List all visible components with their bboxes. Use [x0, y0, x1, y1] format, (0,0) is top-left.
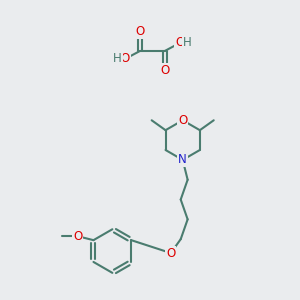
Text: O: O [175, 37, 184, 50]
Text: O: O [136, 25, 145, 38]
Text: O: O [166, 247, 176, 260]
Text: H: H [113, 52, 122, 65]
Text: N: N [178, 153, 187, 167]
Text: O: O [73, 230, 82, 243]
Text: H: H [183, 37, 192, 50]
Text: O: O [121, 52, 130, 65]
Text: O: O [160, 64, 170, 77]
Text: O: O [178, 114, 187, 127]
